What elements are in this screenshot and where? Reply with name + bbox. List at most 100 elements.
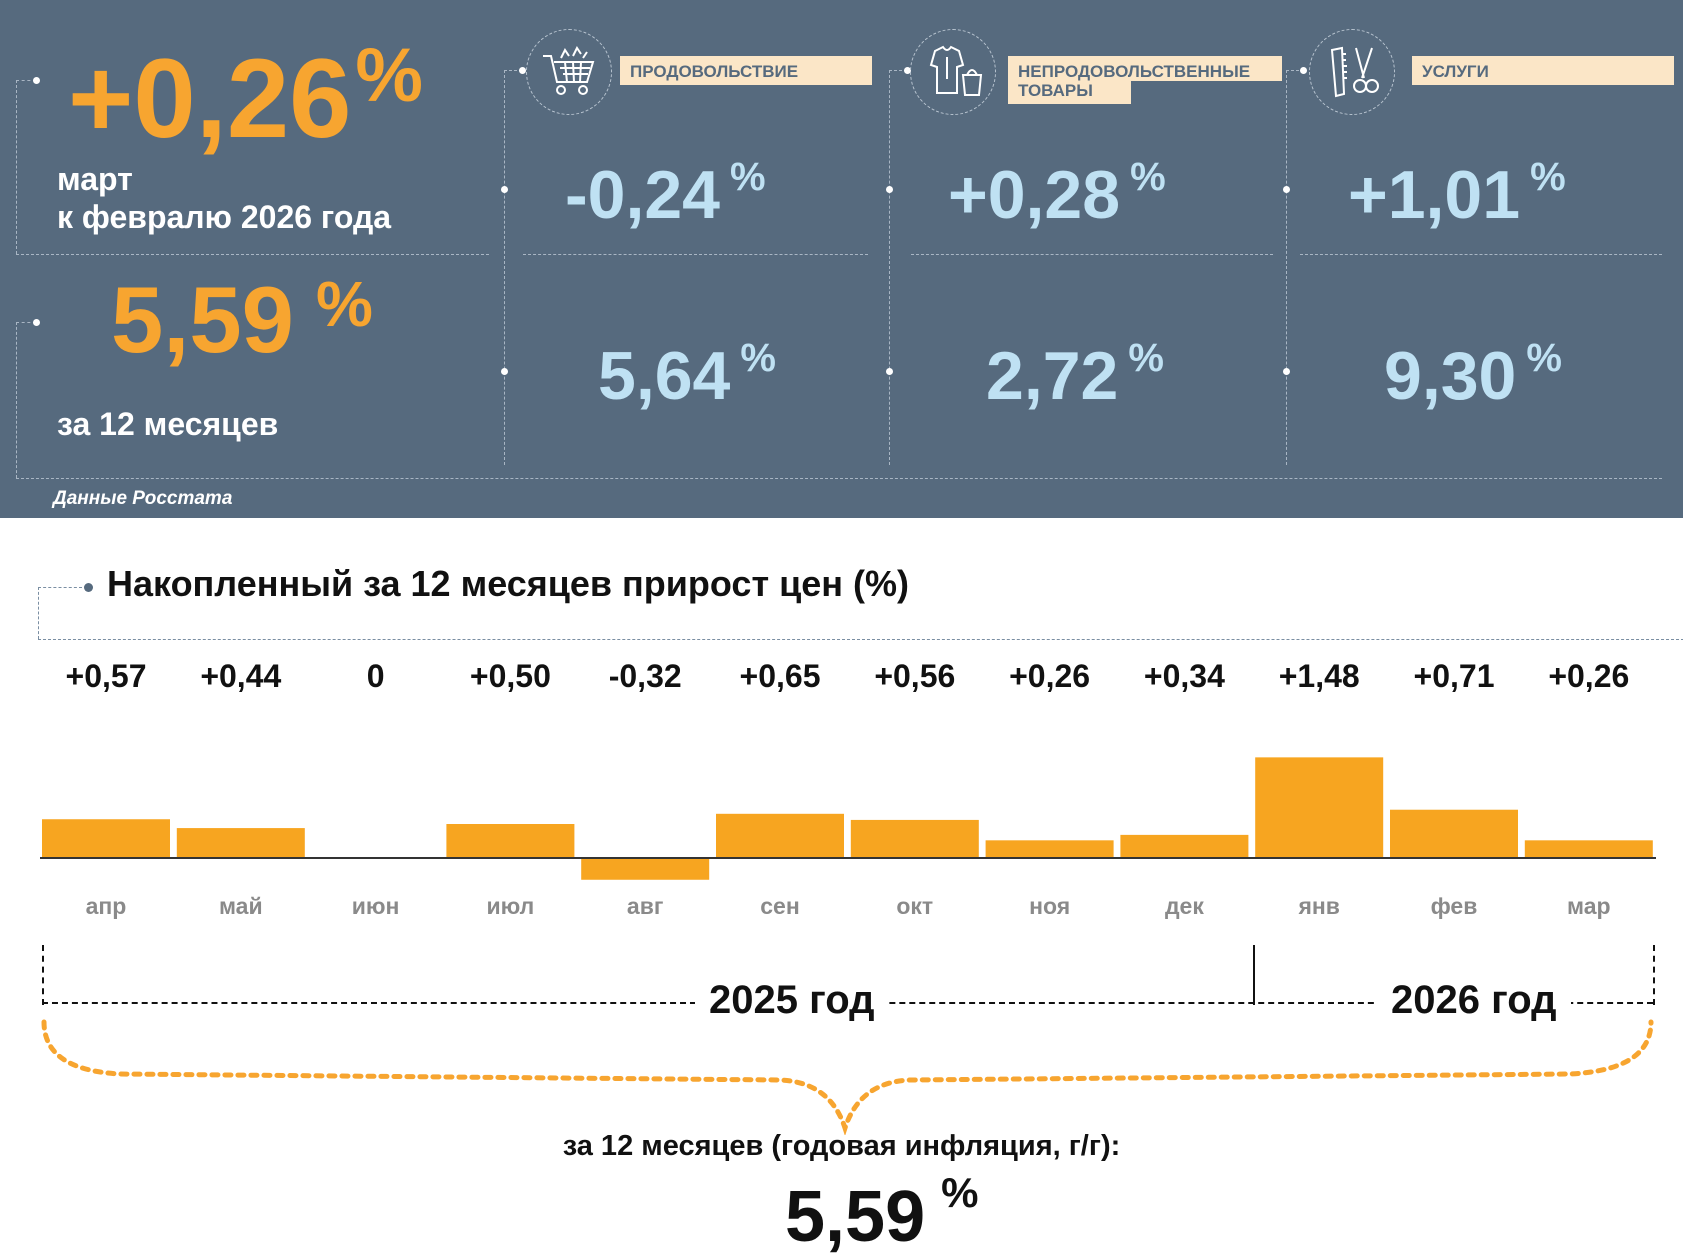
shopping-cart-icon xyxy=(526,29,612,115)
services-yearly-number: 9,30 xyxy=(1384,338,1516,414)
annual-inflation-unit: % xyxy=(941,1169,978,1216)
bar-янв xyxy=(1255,757,1383,858)
bullet-dot xyxy=(501,186,508,193)
bullet-dot xyxy=(519,67,526,74)
month-label-ноя: ноя xyxy=(990,893,1110,920)
food-monthly-value: -0,24% xyxy=(565,157,766,229)
bar-chart xyxy=(0,700,1683,900)
category-label-food: ПРОДОВОЛЬСТВИЕ xyxy=(620,56,872,85)
monthly-caption-line2: к февралю 2026 года xyxy=(57,198,391,236)
divider xyxy=(504,70,505,465)
divider xyxy=(16,254,489,255)
yearly-unit: % xyxy=(316,268,373,340)
monthly-number: +0,26 xyxy=(68,36,351,161)
bar-фев xyxy=(1390,810,1518,858)
bullet-dot xyxy=(501,368,508,375)
divider xyxy=(16,478,1662,479)
value-label-окт: +0,56 xyxy=(855,658,975,695)
summary-panel: +0,26% март к февралю 2026 года 5,59% за… xyxy=(0,0,1683,518)
category-label-nonfood: НЕПРОДОВОЛЬСТВЕННЫЕ ТОВАРЫ xyxy=(1008,56,1282,104)
divider xyxy=(38,587,39,639)
bar-апр xyxy=(42,819,170,858)
yearly-caption: за 12 месяцев xyxy=(57,405,278,443)
bullet-dot xyxy=(84,583,93,592)
month-label-июл: июл xyxy=(450,893,570,920)
annual-inflation-label: за 12 месяцев (годовая инфляция, г/г): xyxy=(0,1130,1683,1163)
bracket-tick xyxy=(42,945,44,1005)
nonfood-yearly-unit: % xyxy=(1128,336,1164,380)
value-label-дек: +0,34 xyxy=(1124,658,1244,695)
nonfood-monthly-unit: % xyxy=(1130,155,1166,199)
monthly-unit: % xyxy=(355,33,423,118)
bar-окт xyxy=(851,820,979,858)
comb-scissors-icon xyxy=(1309,29,1395,115)
bar-мар xyxy=(1525,840,1653,858)
value-label-май: +0,44 xyxy=(181,658,301,695)
bullet-dot xyxy=(33,319,40,326)
bullet-dot xyxy=(1283,186,1290,193)
bullet-dot xyxy=(886,368,893,375)
category-label-services: УСЛУГИ xyxy=(1412,56,1674,85)
month-label-янв: янв xyxy=(1259,893,1379,920)
value-label-ноя: +0,26 xyxy=(990,658,1110,695)
food-yearly-value: 5,64% xyxy=(598,338,776,410)
value-label-мар: +0,26 xyxy=(1529,658,1649,695)
food-yearly-number: 5,64 xyxy=(598,338,730,414)
monthly-value: +0,26% xyxy=(68,38,423,155)
value-label-авг: -0,32 xyxy=(585,658,705,695)
food-monthly-unit: % xyxy=(730,155,766,199)
bar-авг xyxy=(581,858,709,880)
divider xyxy=(889,70,890,465)
month-label-фев: фев xyxy=(1394,893,1514,920)
yearly-number: 5,59 xyxy=(111,267,294,372)
month-label-май: май xyxy=(181,893,301,920)
food-monthly-number: -0,24 xyxy=(565,157,720,233)
clothes-bag-icon xyxy=(910,29,996,115)
month-label-июн: июн xyxy=(316,893,436,920)
value-label-апр: +0,57 xyxy=(46,658,166,695)
bracket-tick xyxy=(1253,945,1255,1005)
divider xyxy=(523,254,868,255)
bar-ноя xyxy=(986,840,1114,858)
divider xyxy=(38,587,82,588)
bar-июл xyxy=(446,824,574,858)
month-label-дек: дек xyxy=(1124,893,1244,920)
chart-title: Накопленный за 12 месяцев прирост цен (%… xyxy=(107,563,909,605)
curly-brace xyxy=(0,1010,1683,1135)
bullet-dot xyxy=(1300,67,1307,74)
month-label-апр: апр xyxy=(46,893,166,920)
category-label-line2: ТОВАРЫ xyxy=(1008,81,1131,104)
divider xyxy=(1300,254,1662,255)
value-label-фев: +0,71 xyxy=(1394,658,1514,695)
source-note: Данные Росстата xyxy=(53,488,232,510)
bar-май xyxy=(177,828,305,858)
services-monthly-value: +1,01% xyxy=(1348,157,1566,229)
value-label-янв: +1,48 xyxy=(1259,658,1379,695)
divider xyxy=(16,322,17,478)
bullet-dot xyxy=(1283,368,1290,375)
nonfood-yearly-number: 2,72 xyxy=(986,338,1118,414)
services-yearly-value: 9,30% xyxy=(1384,338,1562,410)
value-label-июн: 0 xyxy=(316,658,436,695)
month-label-авг: авг xyxy=(585,893,705,920)
bar-сен xyxy=(716,814,844,858)
nonfood-monthly-number: +0,28 xyxy=(948,157,1120,233)
divider xyxy=(38,639,1683,640)
month-label-мар: мар xyxy=(1529,893,1649,920)
bullet-dot xyxy=(886,186,893,193)
divider xyxy=(16,80,17,254)
annual-inflation-value: 5,59% xyxy=(785,1172,979,1253)
annual-inflation-number: 5,59 xyxy=(785,1177,925,1257)
value-label-сен: +0,65 xyxy=(720,658,840,695)
month-label-сен: сен xyxy=(720,893,840,920)
divider xyxy=(911,254,1273,255)
monthly-caption: март к февралю 2026 года xyxy=(57,160,391,237)
bullet-dot xyxy=(33,77,40,84)
value-label-июл: +0,50 xyxy=(450,658,570,695)
yearly-value: 5,59% xyxy=(111,272,373,367)
services-yearly-unit: % xyxy=(1526,336,1562,380)
nonfood-monthly-value: +0,28% xyxy=(948,157,1166,229)
bar-дек xyxy=(1120,835,1248,858)
month-label-окт: окт xyxy=(855,893,975,920)
monthly-caption-line1: март xyxy=(57,160,391,198)
